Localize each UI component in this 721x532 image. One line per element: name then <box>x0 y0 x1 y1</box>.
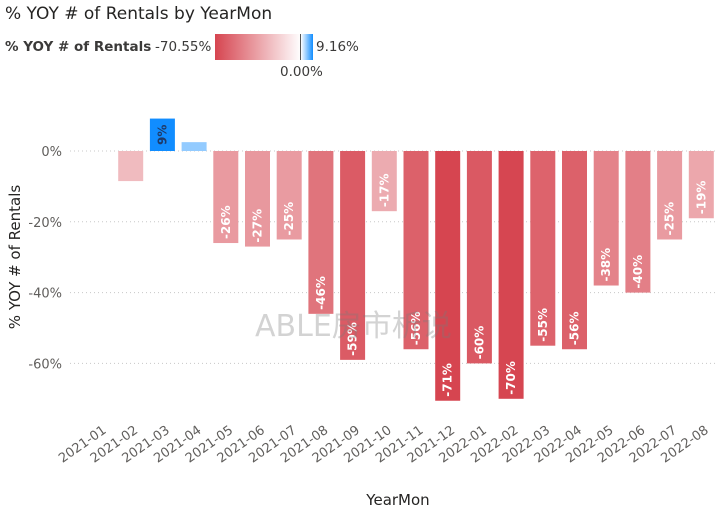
data-label: -46% <box>314 276 328 310</box>
bar <box>181 142 207 151</box>
data-label: -40% <box>631 255 645 289</box>
bar <box>276 151 302 240</box>
bar <box>308 151 334 314</box>
bar <box>625 151 651 293</box>
bar <box>403 151 429 350</box>
legend-max-value: 9.16% <box>316 39 359 55</box>
y-axis-title: % YOY # of Rentals <box>6 185 24 330</box>
legend-label: % YOY # of Rentals <box>5 39 152 55</box>
bar <box>149 118 175 151</box>
legend-mid-value: 0.00% <box>280 64 323 80</box>
data-label: -38% <box>599 248 613 282</box>
data-label: -26% <box>219 205 233 239</box>
bar <box>688 151 714 219</box>
data-label: -25% <box>282 202 296 236</box>
data-label: -19% <box>694 181 708 215</box>
data-label: -70% <box>504 361 518 395</box>
y-tick-label: -20% <box>28 216 62 231</box>
legend-gradient-negative <box>215 34 301 60</box>
bar <box>657 151 683 240</box>
bar <box>435 151 461 401</box>
legend-gradient-positive <box>301 34 313 60</box>
data-label: -17% <box>377 173 391 207</box>
legend-zero-marker <box>300 34 301 60</box>
bar <box>466 151 492 364</box>
bar <box>530 151 556 346</box>
bar <box>498 151 524 399</box>
y-tick-label: 0% <box>41 145 62 160</box>
x-axis-title: YearMon <box>365 491 429 509</box>
data-label: -25% <box>663 202 677 236</box>
legend-min-value: -70.55% <box>155 39 212 55</box>
y-tick-label: -40% <box>28 287 62 302</box>
data-label: -59% <box>346 322 360 356</box>
bar <box>245 151 270 247</box>
bar <box>118 151 144 182</box>
chart-title: % YOY # of Rentals by YearMon <box>5 4 273 24</box>
bar <box>371 151 397 212</box>
data-label: 9% <box>155 125 169 145</box>
data-label: -56% <box>409 312 423 346</box>
bar <box>213 151 239 244</box>
data-label: -71% <box>441 363 455 397</box>
data-label: -60% <box>472 326 486 360</box>
data-label: -56% <box>568 312 582 346</box>
bar <box>562 151 587 350</box>
bar <box>593 151 619 286</box>
y-tick-label: -60% <box>28 357 62 372</box>
data-label: -55% <box>536 308 550 342</box>
bar <box>340 151 366 360</box>
data-label: -27% <box>251 209 265 243</box>
